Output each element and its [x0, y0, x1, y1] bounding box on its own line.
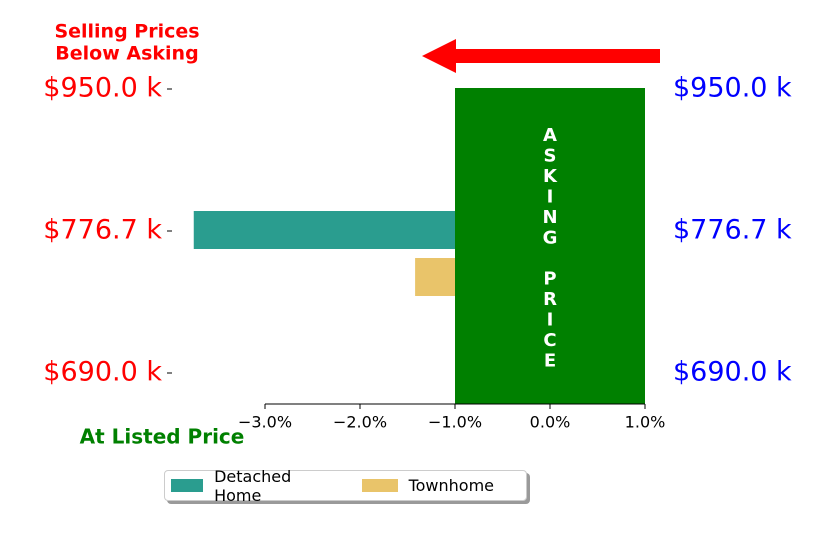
legend-label-townhome: Townhome	[408, 476, 494, 495]
legend-item-townhome: Townhome	[361, 476, 494, 495]
legend-label-detached: Detached Home	[214, 466, 292, 505]
legend-swatch-townhome	[361, 479, 398, 492]
asking-label-char-5: G	[543, 228, 558, 249]
asking-label-char-8: R	[543, 289, 557, 310]
x-tick-label-4: 1.0%	[625, 413, 666, 432]
legend-swatch-detached	[171, 479, 204, 492]
asking-label-char-1: S	[544, 146, 557, 167]
legend-item-detached: Detached Home	[171, 467, 330, 505]
bar-townhome	[415, 258, 455, 296]
left-tick-label-2: $690.0 k	[43, 357, 162, 388]
bar-detached-home	[193, 211, 455, 249]
legend: Detached Home Townhome	[164, 467, 527, 505]
right-tick-label-2: $690.0 k	[673, 357, 792, 388]
x-tick-label-2: −1.0%	[428, 413, 482, 432]
left-tick-label-0: $950.0 k	[43, 73, 162, 104]
right-tick-label-0: $950.0 k	[673, 73, 792, 104]
x-tick-label-3: 0.0%	[530, 413, 571, 432]
left-arrow-icon	[422, 39, 660, 73]
asking-label-char-10: C	[543, 330, 556, 351]
top-title-line-1: Selling Prices	[54, 21, 199, 43]
asking-label-char-11: E	[544, 351, 556, 372]
asking-label-char-9: I	[547, 310, 554, 331]
top-title-line-2: Below Asking	[55, 43, 198, 65]
bottom-title: At Listed Price	[80, 425, 245, 449]
x-tick-label-0: −3.0%	[238, 413, 292, 432]
x-tick-label-1: −2.0%	[333, 413, 387, 432]
asking-label-char-2: K	[543, 166, 558, 187]
asking-label-char-0: A	[543, 125, 557, 146]
right-tick-label-1: $776.7 k	[673, 215, 792, 246]
asking-label-char-3: I	[547, 187, 554, 208]
left-tick-label-1: $776.7 k	[43, 215, 162, 246]
asking-label-char-4: N	[542, 207, 557, 228]
asking-price-box	[455, 88, 645, 404]
asking-label-char-7: P	[543, 269, 556, 290]
